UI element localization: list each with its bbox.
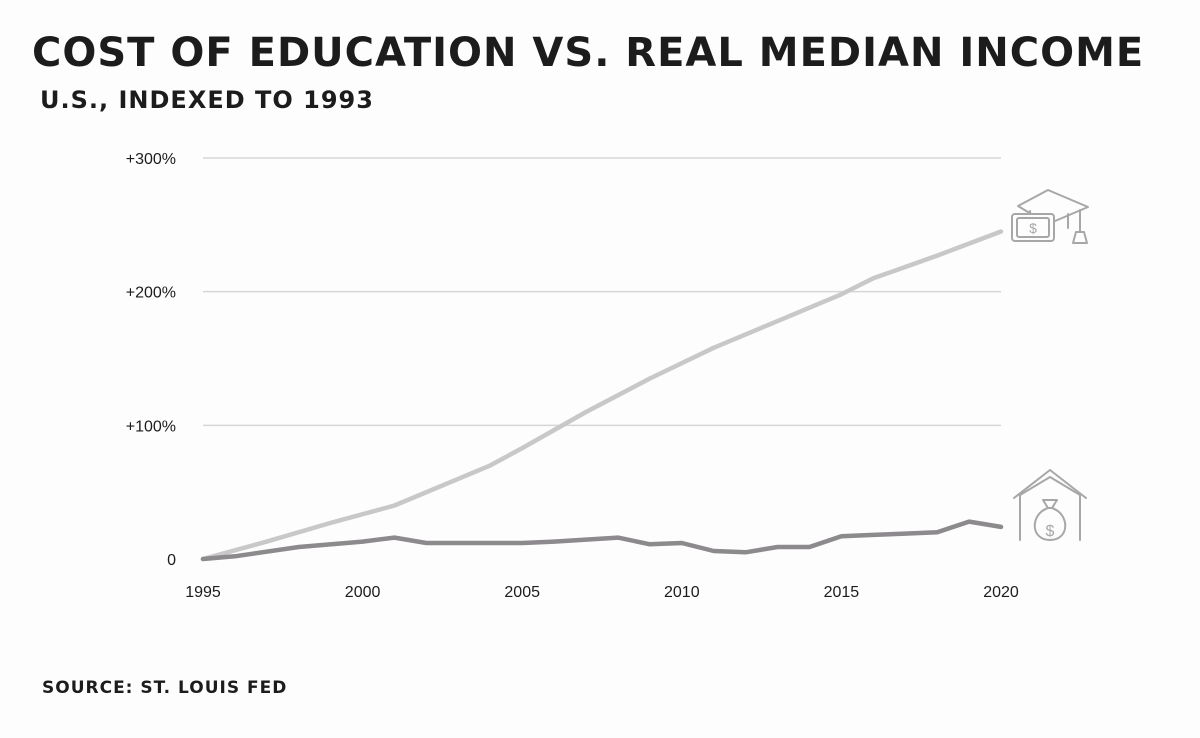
graduation-cap-money-icon: $	[1011, 189, 1089, 244]
svg-text:$: $	[1046, 523, 1055, 540]
y-tick-label: 0	[167, 552, 176, 569]
y-tick-label: +300%	[126, 151, 176, 168]
chart-subtitle: U.S., INDEXED TO 1993	[40, 86, 374, 114]
x-tick-label: 2015	[824, 584, 860, 601]
x-tick-label: 2000	[345, 584, 381, 601]
y-tick-label: +100%	[126, 418, 176, 435]
x-tick-label: 2010	[664, 584, 700, 601]
chart-title: COST OF EDUCATION VS. REAL MEDIAN INCOME	[32, 30, 1145, 76]
education-cost-line	[200, 229, 1004, 562]
series-lines	[200, 229, 1004, 562]
x-tick-label: 2005	[504, 584, 540, 601]
y-axis-ticks: 0 +100% +200% +300%	[126, 151, 176, 569]
median-income-line	[200, 519, 1004, 562]
x-tick-label: 1995	[185, 584, 221, 601]
house-money-bag-icon: $	[1013, 469, 1087, 541]
x-axis-ticks: 1995 2000 2005 2010 2015 2020	[185, 584, 1019, 601]
x-tick-label: 2020	[983, 584, 1019, 601]
gridlines	[203, 157, 1001, 427]
svg-text:$: $	[1029, 220, 1037, 236]
y-tick-label: +200%	[126, 285, 176, 302]
source-note: SOURCE: ST. LOUIS FED	[42, 678, 288, 698]
